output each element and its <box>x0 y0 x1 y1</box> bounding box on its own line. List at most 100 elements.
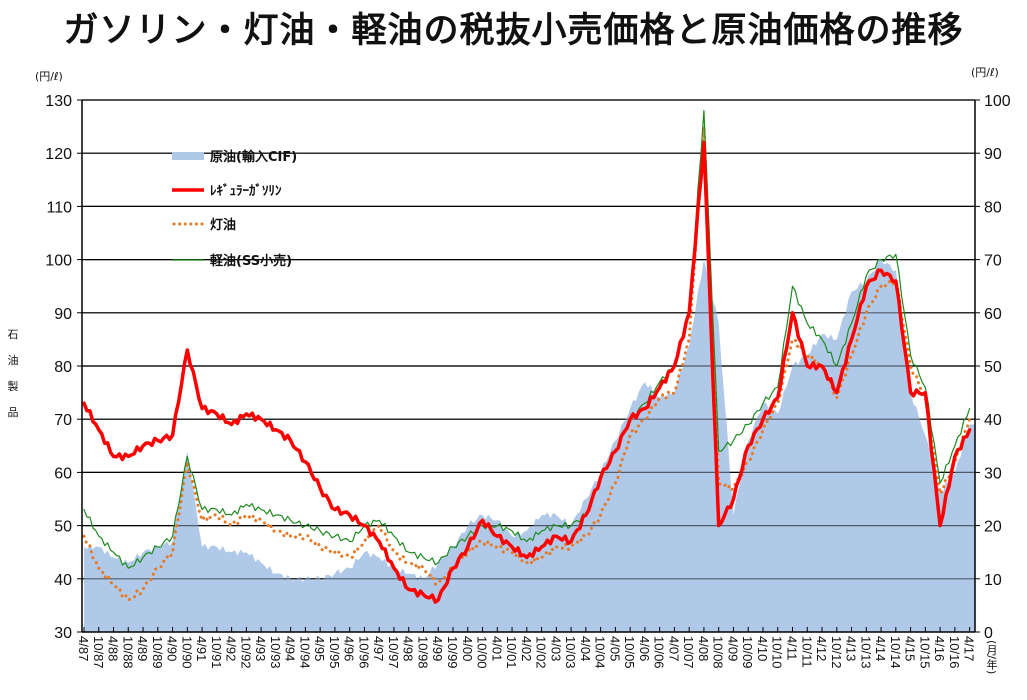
x-tick-label: 10/11 <box>799 636 814 668</box>
x-tick-label: 4/01 <box>489 636 504 661</box>
legend-item-crude: 原油(輸入CIF) <box>172 149 297 165</box>
left-axis-unit: (円/ℓ) <box>35 70 63 83</box>
x-axis-labels: 4/87 10/87 4/88 10/88 4/89 10/89 4/90 10/90 4/91… <box>76 636 977 669</box>
x-tick-label: 4/10 <box>755 636 770 661</box>
gasoline-line <box>82 140 972 604</box>
left-tick-label: 110 <box>46 199 72 216</box>
x-tick-label: 10/96 <box>356 636 371 669</box>
x-tick-label: 4/05 <box>607 636 622 661</box>
x-tick-label: 4/96 <box>342 636 357 661</box>
x-tick-label: 4/90 <box>165 636 180 661</box>
x-tick-label: 10/16 <box>947 636 962 669</box>
x-tick-label: 4/92 <box>224 636 239 661</box>
left-axis-title-char: 製 <box>7 380 19 393</box>
x-tick-label: 10/94 <box>297 636 312 669</box>
x-tick-label: 4/06 <box>637 636 652 661</box>
right-tick-label: 60 <box>984 306 1002 323</box>
x-tick-label: 10/09 <box>740 636 755 669</box>
left-axis-title-char: 品 <box>7 406 19 419</box>
diesel-line <box>83 110 971 569</box>
axes: 30 40 50 60 70 80 90 100 110 120 130 0 10 20 30 40 50 60 7… <box>45 93 1011 642</box>
left-tick-label: 60 <box>54 465 72 482</box>
x-tick-label: 10/90 <box>179 636 194 669</box>
left-axis-title: 石 油 製 品 <box>6 322 20 426</box>
x-tick-label: 4/03 <box>548 636 563 661</box>
x-tick-label: 4/11 <box>784 636 799 660</box>
x-tick-label: 4/17 <box>962 636 977 661</box>
right-tick-label: 20 <box>984 519 1002 536</box>
right-tick-label: 40 <box>984 412 1002 429</box>
right-tick-label: 50 <box>984 359 1002 376</box>
legend-label: 灯油 <box>210 217 236 233</box>
x-tick-label: 4/91 <box>194 636 209 661</box>
x-tick-label: 4/08 <box>696 636 711 661</box>
crude-area-series <box>82 99 975 632</box>
x-tick-label: 4/88 <box>106 636 121 661</box>
x-tick-label: 10/03 <box>563 636 578 669</box>
right-tick-label: 30 <box>984 465 1002 482</box>
x-tick-label: 10/97 <box>386 636 401 669</box>
x-tick-label: 10/92 <box>238 636 253 669</box>
x-tick-label: 10/02 <box>534 636 549 669</box>
left-tick-label: 40 <box>54 572 72 589</box>
left-axis-title-char: 油 <box>7 354 19 367</box>
legend-item-gasoline: ﾚｷﾞｭﾗｰｶﾞｿﾘﾝ <box>172 183 282 199</box>
x-tick-label: 4/87 <box>76 636 91 661</box>
x-tick-label: 10/14 <box>888 636 903 669</box>
x-tick-label: 10/06 <box>652 636 667 669</box>
x-tick-label: 10/88 <box>120 636 135 669</box>
x-tick-label: 10/13 <box>858 636 873 669</box>
x-tick-label: 4/89 <box>135 636 150 661</box>
x-tick-label: 4/02 <box>519 636 534 661</box>
x-tick-label: 4/97 <box>371 636 386 661</box>
x-tick-label: 10/10 <box>770 636 785 669</box>
x-tick-label: 10/15 <box>917 636 932 669</box>
legend-item-diesel: 軽油(SS小売) <box>172 253 292 269</box>
legend-label: 軽油(SS小売) <box>210 253 292 269</box>
x-tick-label: 10/04 <box>593 636 608 669</box>
x-tick-label: 10/95 <box>327 636 342 669</box>
x-tick-label: 4/07 <box>666 636 681 661</box>
x-tick-label: 10/99 <box>445 636 460 669</box>
left-tick-label: 30 <box>54 625 72 642</box>
x-tick-label: 4/16 <box>932 636 947 661</box>
right-tick-label: 70 <box>984 253 1002 270</box>
x-tick-label: 4/94 <box>283 636 298 661</box>
x-tick-label: 4/13 <box>844 636 859 661</box>
chart-title: ガソリン・灯油・軽油の税抜小売価格と原油価格の推移 <box>63 11 964 51</box>
x-tick-label: 10/12 <box>829 636 844 669</box>
x-tick-label: 4/98 <box>401 636 416 661</box>
right-tick-label: 10 <box>984 572 1002 589</box>
right-axis-unit: (円/ℓ) <box>971 66 999 79</box>
x-tick-label: 4/04 <box>578 636 593 661</box>
x-tick-label: 10/07 <box>681 636 696 669</box>
x-tick-label: 10/00 <box>475 636 490 669</box>
legend-label: 原油(輸入CIF) <box>210 149 297 165</box>
x-axis-unit: (月/年) <box>985 640 998 675</box>
x-tick-label: 10/91 <box>209 636 224 669</box>
left-tick-label: 70 <box>54 412 72 429</box>
legend-item-kerosene: 灯油 <box>172 217 236 233</box>
legend-swatch-area <box>172 152 204 160</box>
x-tick-label: 10/87 <box>91 636 106 669</box>
x-tick-label: 4/14 <box>873 636 888 661</box>
x-tick-label: 10/93 <box>268 636 283 669</box>
x-tick-label: 4/95 <box>312 636 327 661</box>
left-tick-label: 50 <box>54 519 72 536</box>
left-tick-label: 80 <box>54 359 72 376</box>
x-tick-label: 4/00 <box>460 636 475 661</box>
x-tick-label: 10/08 <box>711 636 726 669</box>
left-tick-label: 90 <box>54 306 72 323</box>
right-tick-label: 90 <box>984 146 1002 163</box>
x-tick-label: 4/12 <box>814 636 829 661</box>
right-tick-label: 80 <box>984 199 1002 216</box>
left-axis-title-char: 石 <box>7 328 19 341</box>
x-tick-label: 10/98 <box>415 636 430 669</box>
left-tick-label: 120 <box>45 146 72 163</box>
x-tick-label: 10/89 <box>150 636 165 669</box>
line-series <box>82 110 972 604</box>
crude-area <box>84 259 975 632</box>
x-tick-label: 4/93 <box>253 636 268 661</box>
